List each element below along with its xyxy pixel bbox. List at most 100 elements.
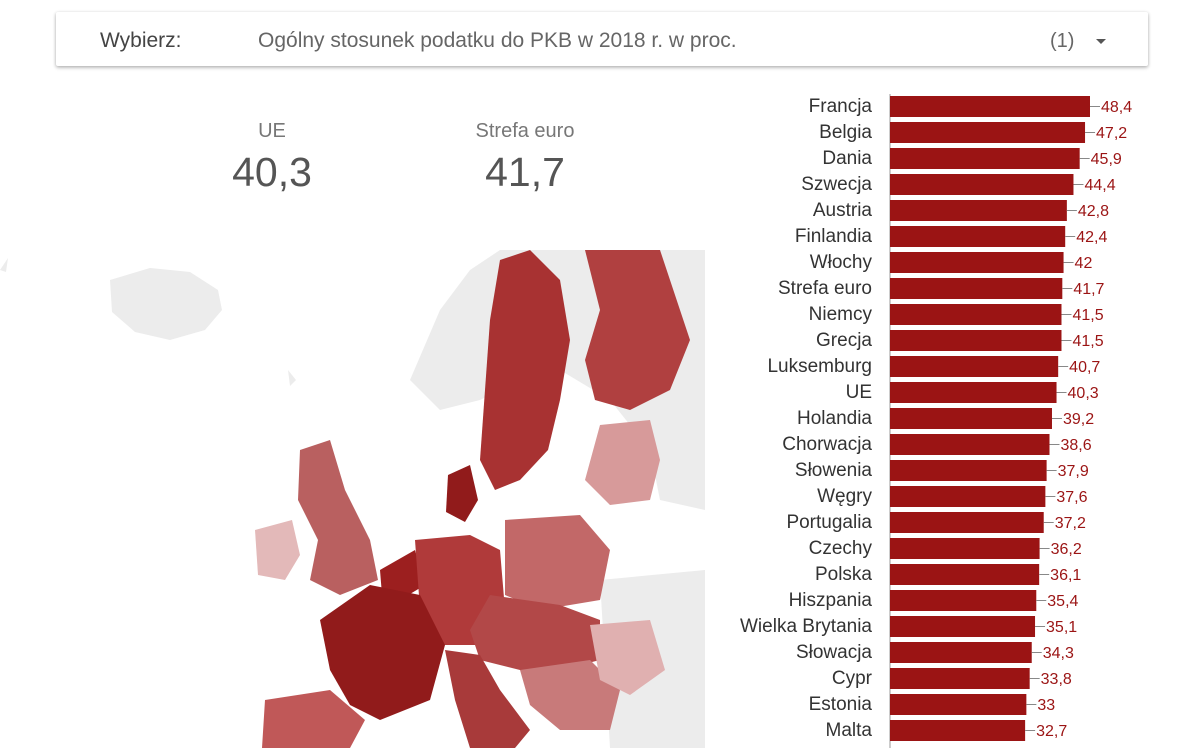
kpi-eurozone-label: Strefa euro [475, 120, 575, 142]
bar-category-label: UE [846, 382, 872, 403]
map-italy [445, 650, 530, 748]
selector-count: (1) [1050, 30, 1075, 52]
bar[interactable] [890, 590, 1037, 611]
bar[interactable] [890, 434, 1050, 455]
metric-selector[interactable]: Wybierz: Ogólny stosunek podatku do PKB … [56, 12, 1148, 66]
map-iberia [262, 690, 365, 748]
bar[interactable] [890, 460, 1047, 481]
bar-category-label: Węgry [817, 486, 872, 507]
bar-value-label: 41,7 [1073, 281, 1104, 298]
bar-value-label: 33 [1037, 697, 1055, 714]
bar-value-label: 34,3 [1043, 645, 1074, 662]
kpi-ue: UE 40,3 [212, 120, 332, 196]
bar-value-label: 45,9 [1091, 151, 1122, 168]
bar-category-label: Szwecja [801, 174, 872, 195]
bar-value-label: 42,4 [1076, 229, 1107, 246]
kpi-ue-value: 40,3 [232, 149, 312, 195]
tax-ratio-bar-chart[interactable]: Francja 48,4 Belgia 47,2 Dania 45,9 Szwecja 44,… [700, 90, 1180, 748]
bar-category-label: Słowenia [795, 460, 873, 481]
map-france [320, 585, 445, 720]
map-benelux [380, 550, 425, 600]
bar[interactable] [890, 668, 1030, 689]
bar[interactable] [890, 616, 1036, 637]
bar-category-label: Grecja [816, 330, 872, 351]
selector-value: Ogólny stosunek podatku do PKB w 2018 r.… [258, 29, 737, 52]
bar-value-label: 37,2 [1055, 515, 1086, 532]
bar-value-label: 35,4 [1047, 593, 1078, 610]
bar[interactable] [890, 330, 1062, 351]
bar-value-label: 38,6 [1061, 437, 1092, 454]
bar[interactable] [890, 694, 1027, 715]
bar-value-label: 37,6 [1056, 489, 1087, 506]
bar-value-label: 48,4 [1101, 99, 1132, 116]
bar-category-label: Wielka Brytania [740, 616, 872, 637]
kpi-ue-label: UE [258, 120, 286, 142]
bar[interactable] [890, 200, 1067, 221]
bar[interactable] [890, 382, 1057, 403]
map-romania [590, 620, 665, 695]
bar[interactable] [890, 96, 1090, 117]
bar[interactable] [890, 174, 1074, 195]
map-balkans [520, 660, 620, 730]
bar-category-label: Chorwacja [782, 434, 872, 455]
bar-category-label: Estonia [809, 694, 873, 715]
bar-value-label: 41,5 [1072, 307, 1103, 324]
bar[interactable] [890, 538, 1040, 559]
bar-category-label: Holandia [797, 408, 872, 429]
selector-label: Wybierz: [100, 29, 182, 52]
bar-category-label: Włochy [810, 252, 873, 273]
bar[interactable] [890, 564, 1040, 585]
map-poland [505, 515, 610, 610]
bar[interactable] [890, 304, 1062, 325]
map-denmark [446, 465, 478, 522]
map-ireland [255, 520, 300, 580]
bar[interactable] [890, 720, 1026, 741]
bar-category-label: Polska [815, 564, 872, 585]
bar[interactable] [890, 642, 1032, 663]
bar-value-label: 47,2 [1096, 125, 1127, 142]
bar-value-label: 39,2 [1063, 411, 1094, 428]
bar-category-label: Austria [813, 200, 873, 221]
bar-category-label: Strefa euro [778, 278, 872, 299]
bar-category-label: Cypr [832, 668, 873, 689]
kpi-eurozone: Strefa euro 41,7 [440, 120, 610, 196]
bar[interactable] [890, 252, 1064, 273]
bar[interactable] [890, 278, 1063, 299]
bar[interactable] [890, 226, 1066, 247]
map-sweden [480, 250, 570, 490]
bar[interactable] [890, 122, 1086, 143]
bar-category-label: Portugalia [786, 512, 872, 533]
bar-category-label: Niemcy [809, 304, 873, 325]
bar-value-label: 42 [1075, 255, 1093, 272]
bar[interactable] [890, 356, 1059, 377]
bar-value-label: 36,2 [1051, 541, 1082, 558]
bar[interactable] [890, 148, 1080, 169]
bar-value-label: 40,7 [1069, 359, 1100, 376]
bar-category-label: Czechy [809, 538, 873, 559]
map-finland [585, 250, 690, 410]
europe-map[interactable] [0, 250, 705, 748]
kpi-eurozone-value: 41,7 [485, 149, 565, 195]
map-central-europe [470, 595, 600, 675]
bar-value-label: 41,5 [1072, 333, 1103, 350]
chevron-down-icon[interactable] [1096, 39, 1106, 44]
map-baltics [585, 420, 660, 505]
bar-value-label: 36,1 [1050, 567, 1081, 584]
bar-category-label: Francja [809, 96, 873, 117]
bar-category-label: Hiszpania [789, 590, 873, 611]
bar-category-label: Malta [826, 720, 873, 741]
bar-category-label: Finlandia [795, 226, 873, 247]
bar-category-label: Luksemburg [767, 356, 872, 377]
bar-category-label: Dania [822, 148, 872, 169]
bar-value-label: 35,1 [1046, 619, 1077, 636]
bar[interactable] [890, 486, 1046, 507]
bar-value-label: 44,4 [1084, 177, 1115, 194]
map-united-kingdom [298, 440, 378, 595]
bar-value-label: 33,8 [1041, 671, 1072, 688]
bar-group: Francja 48,4 Belgia 47,2 Dania 45,9 Szwecja 44,… [740, 96, 1132, 741]
bar-category-label: Belgia [819, 122, 872, 143]
bar[interactable] [890, 512, 1044, 533]
map-countries[interactable] [255, 250, 690, 748]
bar-value-label: 37,9 [1058, 463, 1089, 480]
bar[interactable] [890, 408, 1052, 429]
